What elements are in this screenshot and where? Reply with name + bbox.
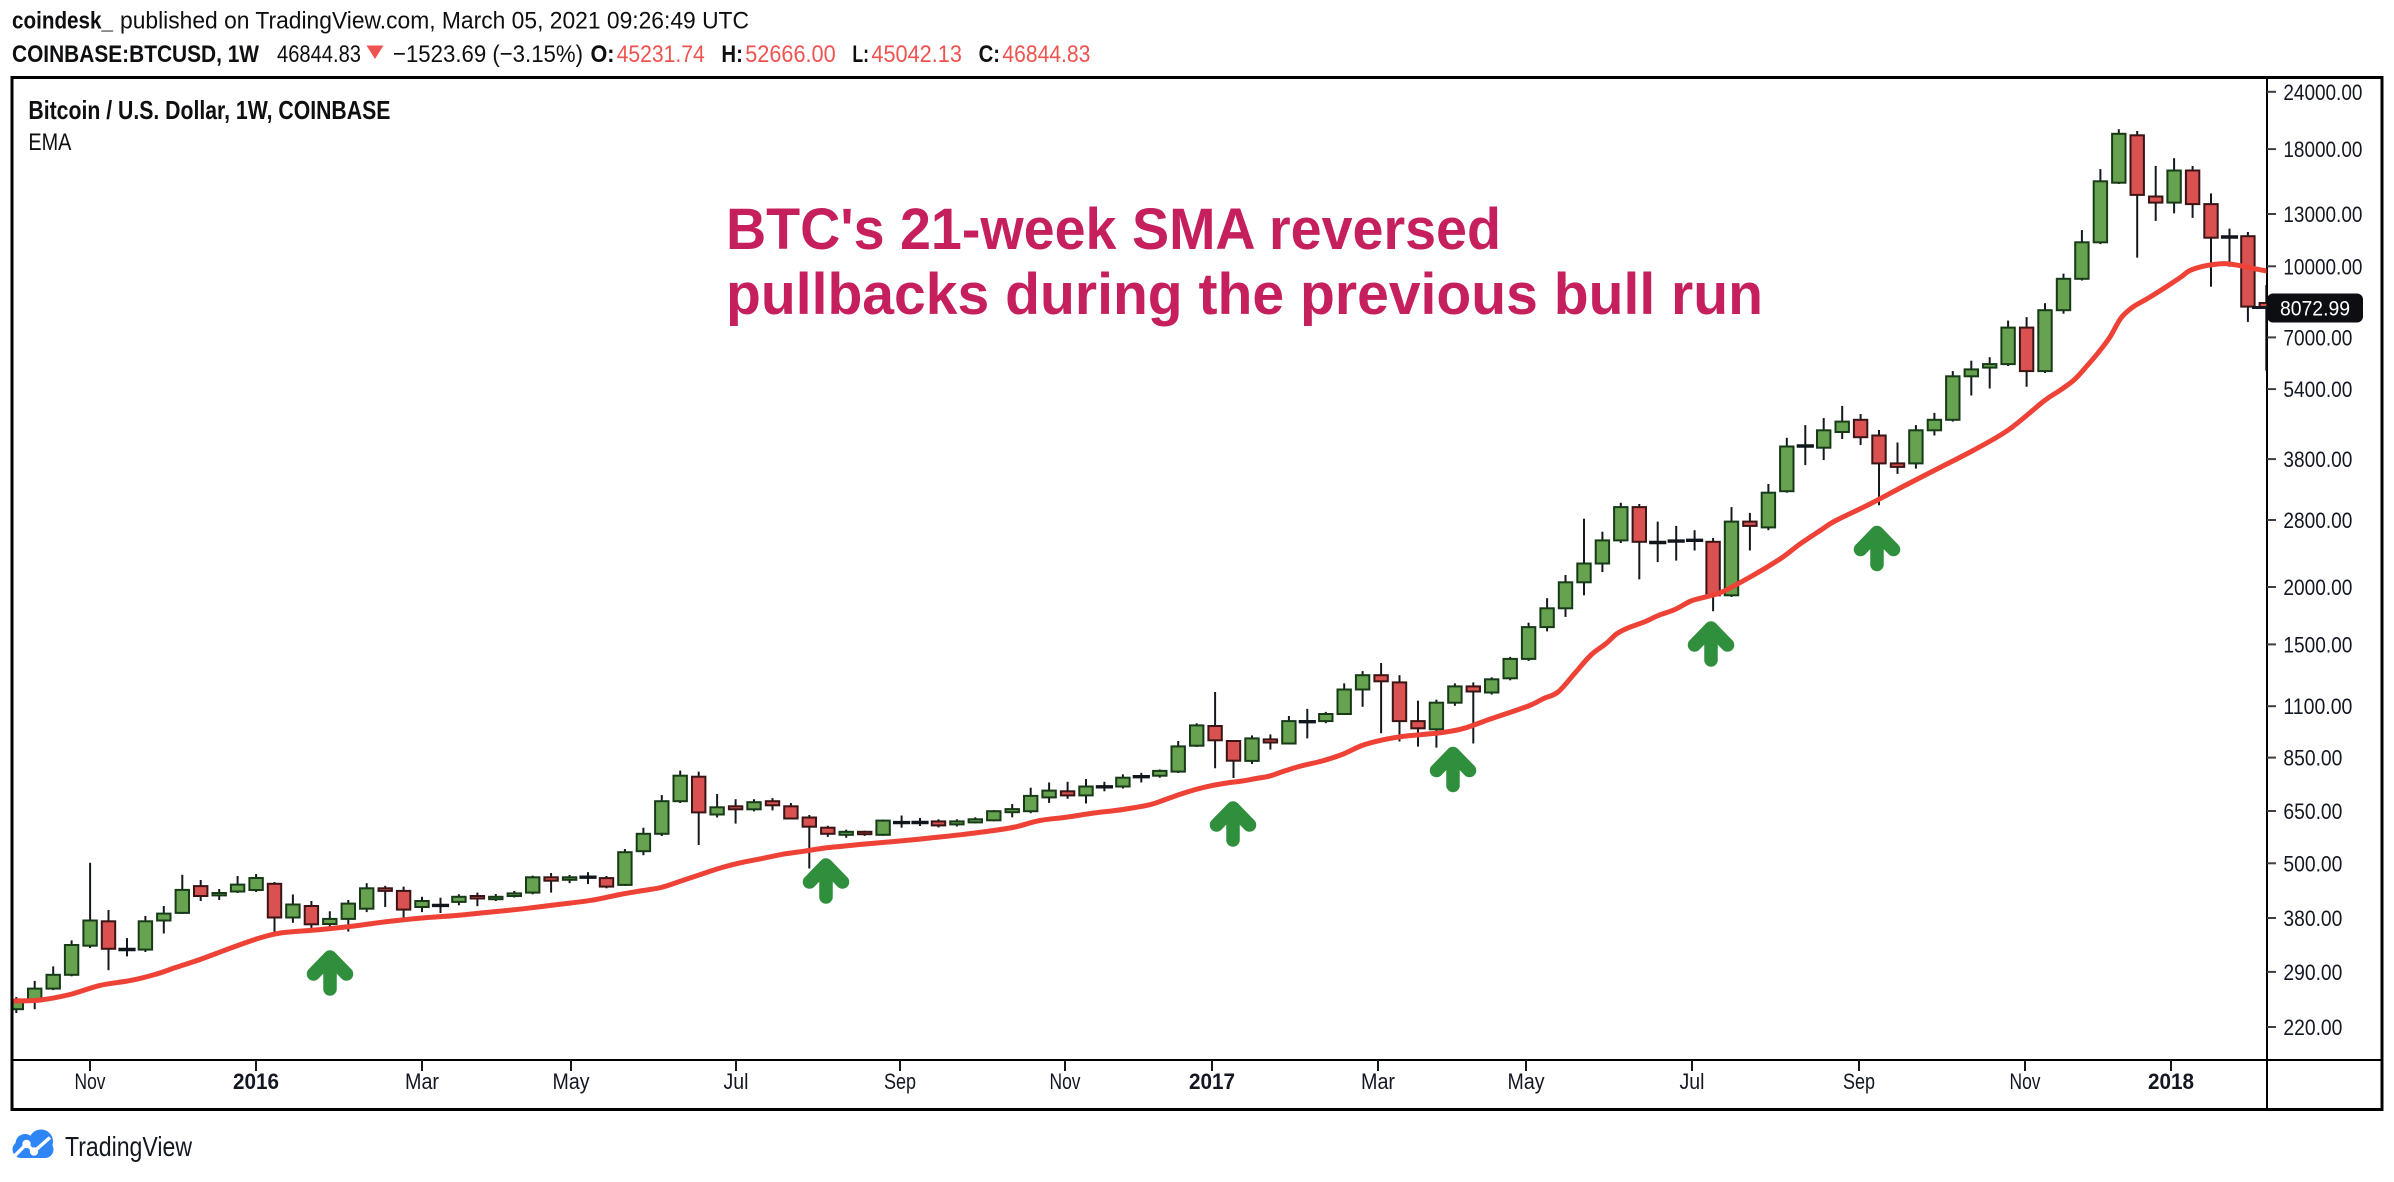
svg-text:45042.13: 45042.13	[871, 41, 962, 68]
svg-text:C:: C:	[979, 41, 1000, 68]
svg-text:Mar: Mar	[405, 1069, 439, 1094]
svg-text:220.00: 220.00	[2283, 1015, 2342, 1040]
svg-text:2800.00: 2800.00	[2283, 508, 2352, 533]
svg-text:COINBASE:BTCUSD, 1W: COINBASE:BTCUSD, 1W	[12, 41, 260, 68]
svg-text:2017: 2017	[1189, 1069, 1235, 1094]
svg-text:Sep: Sep	[1843, 1069, 1875, 1094]
svg-text:L:: L:	[852, 41, 869, 68]
svg-text:May: May	[1508, 1069, 1545, 1094]
svg-text:Jul: Jul	[1680, 1069, 1705, 1094]
svg-text:46844.83: 46844.83	[1002, 41, 1090, 68]
svg-text:−1523.69 (−3.15%): −1523.69 (−3.15%)	[393, 41, 583, 68]
svg-text:850.00: 850.00	[2283, 746, 2342, 771]
svg-text:2018: 2018	[2148, 1069, 2194, 1094]
svg-text:1500.00: 1500.00	[2283, 632, 2352, 657]
svg-text:380.00: 380.00	[2283, 906, 2342, 931]
svg-text:BTC's 21-week SMA reversed: BTC's 21-week SMA reversed	[726, 197, 1501, 262]
svg-text:24000.00: 24000.00	[2283, 80, 2362, 105]
svg-text:290.00: 290.00	[2283, 960, 2342, 985]
svg-text:2000.00: 2000.00	[2283, 575, 2352, 600]
svg-text:EMA: EMA	[28, 129, 71, 156]
svg-text:Bitcoin / U.S. Dollar, 1W, COI: Bitcoin / U.S. Dollar, 1W, COINBASE	[28, 95, 390, 125]
svg-text:Jul: Jul	[724, 1069, 749, 1094]
svg-text:52666.00: 52666.00	[745, 41, 836, 68]
svg-text:Nov: Nov	[75, 1069, 106, 1094]
svg-text:8072.99: 8072.99	[2280, 298, 2350, 321]
svg-text:Nov: Nov	[1050, 1069, 1081, 1094]
svg-text:13000.00: 13000.00	[2283, 202, 2362, 227]
svg-text:1100.00: 1100.00	[2283, 694, 2352, 719]
svg-text:7000.00: 7000.00	[2283, 325, 2352, 350]
svg-text:3800.00: 3800.00	[2283, 447, 2352, 472]
svg-text:650.00: 650.00	[2283, 799, 2342, 824]
svg-text:coindesk_: coindesk_	[12, 8, 113, 35]
svg-text:2016: 2016	[233, 1069, 279, 1094]
svg-text:Mar: Mar	[1361, 1069, 1395, 1094]
svg-text:5400.00: 5400.00	[2283, 377, 2352, 402]
svg-text:O:: O:	[591, 41, 615, 68]
svg-text:500.00: 500.00	[2283, 851, 2342, 876]
svg-text:10000.00: 10000.00	[2283, 254, 2362, 279]
svg-text:46844.83: 46844.83	[277, 41, 361, 68]
svg-text:TradingView: TradingView	[65, 1131, 193, 1162]
svg-text:published on TradingView.com,: published on TradingView.com, March 05, …	[120, 8, 749, 35]
svg-text:May: May	[553, 1069, 590, 1094]
svg-text:45231.74: 45231.74	[617, 41, 705, 68]
svg-text:18000.00: 18000.00	[2283, 137, 2362, 162]
svg-text:H:: H:	[721, 41, 743, 68]
svg-text:Nov: Nov	[2010, 1069, 2041, 1094]
svg-text:pullbacks during the previous: pullbacks during the previous bull run	[726, 262, 1763, 327]
svg-text:Sep: Sep	[884, 1069, 916, 1094]
